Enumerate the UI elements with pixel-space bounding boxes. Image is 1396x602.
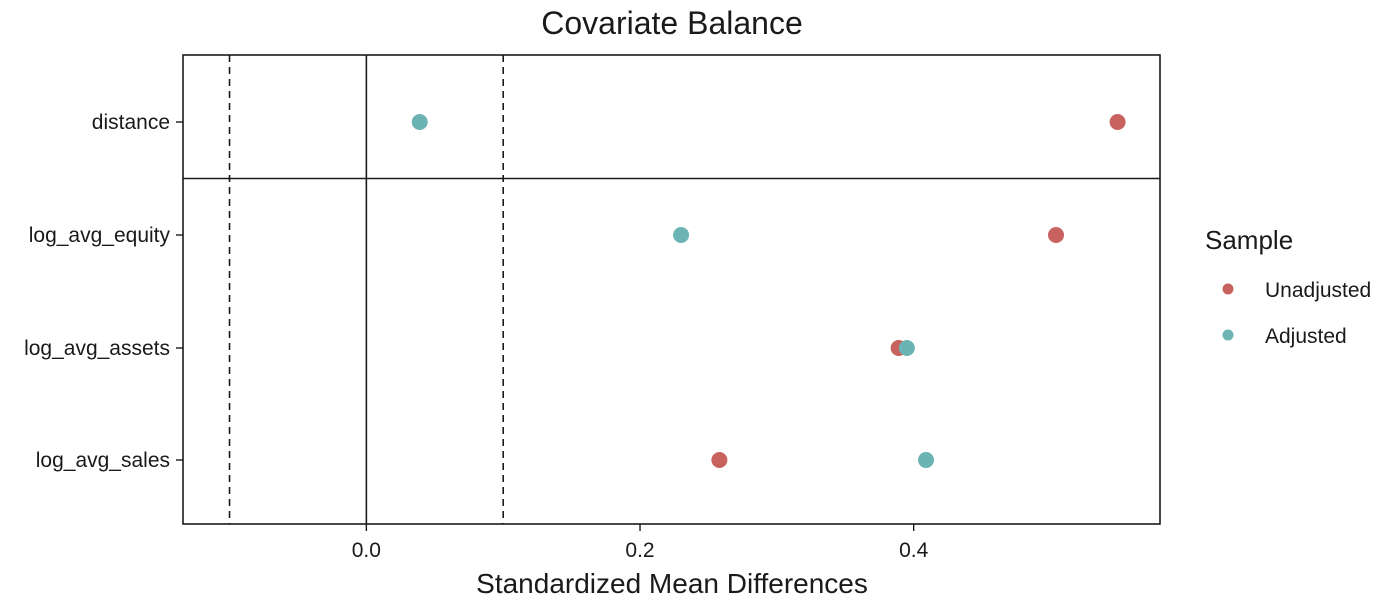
legend-swatch-adjusted: [1222, 329, 1234, 341]
data-points: [411, 114, 1126, 468]
chart-title: Covariate Balance: [541, 5, 802, 41]
adjusted-point-log_avg_equity: [673, 227, 690, 243]
x-axis-title: Standardized Mean Differences: [476, 568, 868, 599]
plot-panel-border: [182, 54, 1161, 525]
unadjusted-point-distance: [1109, 114, 1126, 130]
legend-items: Unadjusted Adjusted: [1222, 279, 1371, 348]
x-tick-label-0: 0.0: [352, 539, 381, 562]
y-tick-label-log_avg_assets: log_avg_assets: [24, 337, 170, 360]
unadjusted-point-log_avg_equity: [1048, 227, 1065, 243]
legend-label-adjusted: Adjusted: [1265, 325, 1347, 348]
x-tick-label-1: 0.2: [625, 539, 654, 562]
y-axis: distance log_avg_equity log_avg_assets log_…: [24, 111, 183, 472]
unadjusted-point-log_avg_sales: [711, 452, 728, 468]
legend-title: Sample: [1205, 225, 1293, 255]
x-axis: 0.0 0.2 0.4: [352, 524, 929, 562]
legend: Sample Unadjusted Adjusted: [1205, 225, 1371, 348]
y-tick-label-log_avg_sales: log_avg_sales: [36, 449, 170, 472]
y-tick-label-distance: distance: [92, 111, 170, 134]
legend-swatch-unadjusted: [1222, 283, 1234, 295]
y-tick-label-log_avg_equity: log_avg_equity: [29, 224, 171, 247]
x-tick-label-2: 0.4: [899, 539, 929, 562]
legend-label-unadjusted: Unadjusted: [1265, 279, 1371, 302]
reference-lines: [228, 55, 504, 524]
adjusted-point-distance: [411, 114, 428, 130]
adjusted-point-log_avg_assets: [898, 340, 915, 356]
adjusted-point-log_avg_sales: [918, 452, 935, 468]
